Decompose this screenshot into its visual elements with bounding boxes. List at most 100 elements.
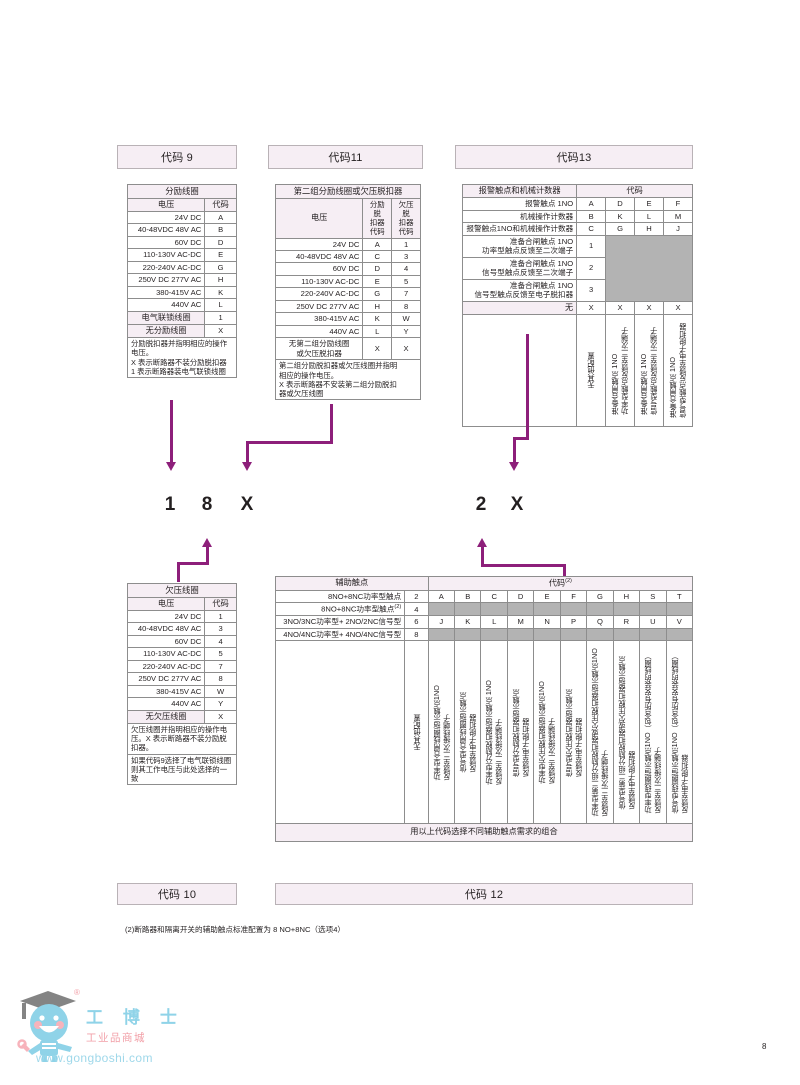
uv-table-title: 欠压线圈 [127,583,237,598]
table-row: 110-130V AC-DC E 5 [274,274,421,289]
aux-row-label: 3NO/3NC功率型+ 2NO/2NC信号型 [274,615,406,629]
table-row: 无欠压线圈 X [126,709,237,724]
connector-uv-vertical-upper [206,547,209,565]
uv-voltage: 220-240V AC-DC [126,659,206,674]
alarm-code: A [576,197,607,211]
table-row: 报警触点 1NO A D E F [461,197,693,211]
digit-x-left: X [232,494,262,516]
table-row: 380-415V AC K [126,285,237,300]
connector-code11-vertical-upper [330,404,333,444]
undervoltage-coil-table: 欠压线圈 电压 代码 24V DC 1 40-48VDC 48V AC 3 60… [126,583,237,786]
aux-code: A [427,589,456,604]
aux-code: T [665,589,694,604]
second-uv-code: 5 [391,274,421,289]
table-row: 8NO+8NC功率型触点(2) 4 [274,602,694,617]
aux-code: S [639,589,667,604]
page-footnote-text: (2)断路器和隔离开关的辅助触点标准配置为 8 NO+8NC（选项4） [125,925,346,934]
aux-code-empty [612,627,641,642]
uv-none-label: 无欠压线圈 [126,709,206,724]
alarm-none-code: X [576,300,607,315]
uv-col-voltage: 电压 [126,596,206,611]
uv-voltage: 40-48VDC 48V AC [126,622,206,636]
aux-vert-header-text: 功率型第二组分励脱扣器或欠压脱扣器指示触点1NO 反馈至二次接线端子 [590,648,609,817]
shunt-voltage: 440V AC [126,298,206,312]
second-shunt-code: L [362,324,393,339]
second-uv-code: 1 [391,237,421,252]
aux-row-qty: 8 [404,627,429,642]
table-row: 3NO/3NC功率型+ 2NO/2NC信号型 6 J K L M N P Q R… [274,615,694,629]
aux-code-header-text: 代码 [548,578,566,588]
table-row: 电压 代码 [126,596,237,611]
aux-code-header: 代码(2) [427,576,694,591]
registered-mark: ® [74,988,80,997]
uv-code: 4 [204,634,237,649]
digit-1-value: 1 [164,494,176,515]
alarm-grey-block [605,234,693,302]
banner-code-11-label: 代码11 [328,152,363,164]
arrow-code11-down [242,462,252,471]
aux-vert-header: 无其他配置 [404,640,429,825]
alarm-vert-header-text: 准备合闸触点 1NO 信号型触点反馈至电子脱扣器 [668,322,687,418]
shunt-voltage: 24V DC [126,210,206,225]
uv-table-note: 欠压线圈并指明相应的操作电压。X 表示断路器不装分励脱扣器。 [127,722,237,755]
shunt-special-label: 无分励线圈 [126,323,206,339]
aux-vert-header-text: 信号型欠压脱扣器指示触点 反馈至电子脱扣器 [563,688,583,777]
alarm-single-code: 3 [576,278,607,302]
alarm-vert-header: 准备合闸触点 1NO 信号型触点反馈至二次端子 [634,313,664,427]
aux-contacts-table: 辅助触点 代码(2) 8NO+8NC功率型触点 2 A B C D E F G … [274,576,694,842]
aux-code: P [559,615,588,629]
aux-footer-caption: 用以上代码选择不同辅助触点需求的组合 [275,823,693,842]
logo-brand-sub: 工业品商城 [86,1032,146,1044]
shunt-voltage: 40-48VDC 48V AC [126,223,206,237]
aux-code: Q [586,615,614,629]
aux-vert-header-text: 功率型分励脱扣器指示触点 1NO 反馈至二次接线端子 [484,680,504,785]
page-number-value: 8 [762,1042,767,1051]
second-shunt-voltage: 40-48VDC 48V AC [274,249,364,264]
shunt-col-code: 代码 [204,197,237,212]
table-row: 380-415V AC W [126,684,237,699]
second-shunt-code: E [362,274,393,289]
aux-code-empty [665,627,694,642]
aux-code-empty [454,627,482,642]
alarm-none-label: 无 [461,300,578,315]
shunt-code: G [204,260,237,275]
table-row: 8NO+8NC功率型触点 2 A B C D E F G H S T [274,589,694,604]
aux-row-qty: 6 [404,615,429,629]
logo-url[interactable]: www.gongboshi.com [36,1051,153,1065]
shunt-code: K [204,285,237,300]
aux-vert-header-text: 功率型欠压脱扣器指示触点1NO 反馈至二次接线端子 [537,681,557,784]
aux-code-empty [533,627,561,642]
table-row: 24V DC A [126,210,237,225]
table-row: 用以上代码选择不同辅助触点需求的组合 [275,823,693,842]
arrow-code13-down [509,462,519,471]
alarm-code: G [605,222,636,236]
alarm-vert-header: 无其他配置 [576,313,607,427]
banner-code-11: 代码11 [268,145,423,169]
alarm-code: B [576,209,607,224]
table-row: 无第二组分励线圈 或欠压脱扣器 X X [274,337,421,361]
aux-code: L [480,615,508,629]
aux-vert-header: 功率型合闸线圈指示触点1NO 反馈至二次接线端子 [427,640,456,825]
aux-code: C [480,589,508,604]
uv-voltage: 110-130V AC-DC [126,647,206,661]
aux-vert-header-text: 信号型分励脱扣器指示触点 反馈至电子脱扣器 [510,688,530,777]
table-row: 报警触点1NO和机械操作计数器 C G H J [461,222,693,236]
alarm-code: M [663,209,693,224]
aux-vert-header: 功率型分励脱扣器指示触点 1NO 反馈至二次接线端子 [480,640,508,825]
uv-code: 5 [204,647,237,661]
arrow-aux-up [477,538,487,547]
table-row: 机械操作计数器 B K L M [461,209,693,224]
table-row: 440V AC L [126,298,237,312]
second-shunt-voltage: 60V DC [274,262,364,276]
second-shunt-code: H [362,299,393,314]
alarm-vert-header: 准备合闸触点 1NO 信号型触点反馈至电子脱扣器 [663,313,693,427]
aux-code-empty [427,627,456,642]
connector-aux-vertical-lower [563,564,566,583]
aux-vert-header: 信号型分励脱扣器指示触点 反馈至电子脱扣器 [506,640,535,825]
banner-code-12: 代码 12 [275,883,693,905]
alarm-row-label: 报警触点1NO和机械操作计数器 [461,222,578,236]
table-row: 分励脱扣器并指明相应的操作电压。 X 表示断路器不装分励脱扣器 1 表示断路器装… [127,337,237,379]
aux-vert-header: 信号型合闸线圈指示触点 反馈至电子脱扣器 [454,640,482,825]
aux-code-empty [586,602,614,617]
aux-code-empty [612,602,641,617]
